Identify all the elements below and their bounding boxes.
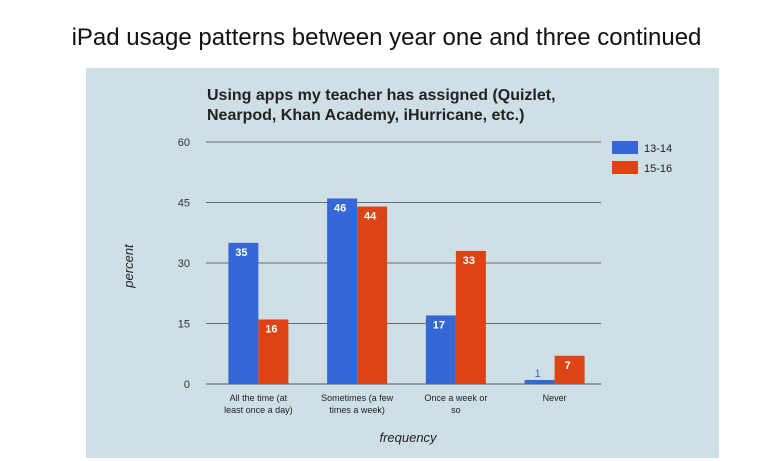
data-label-15-16-0: 16 [265,323,277,335]
data-label-13-14-3: 1 [535,368,541,380]
data-label-13-14-2: 17 [433,319,445,331]
y-tick-45: 45 [178,198,190,210]
bar-13-14-1 [327,198,358,384]
bar-15-16-3 [554,355,585,384]
x-tick-label-0-1: least once a day) [224,405,293,415]
y-tick-0: 0 [184,379,190,391]
data-label-13-14-1: 46 [334,202,346,214]
x-tick-label-1-0: Sometimes (a few [321,393,394,403]
x-tick-label-2-1: so [451,405,461,415]
chart-panel: Using apps my teacher has assigned (Quiz… [86,68,719,458]
y-axis-label: percent [121,243,136,289]
y-tick-15: 15 [178,319,190,331]
x-axis-label: frequency [379,430,438,445]
y-tick-60: 60 [178,137,190,149]
data-label-15-16-2: 33 [463,255,475,267]
bar-15-16-2 [455,250,486,384]
bar-15-16-1 [357,206,388,384]
bar-13-14-2 [425,315,456,384]
y-tick-30: 30 [178,258,190,270]
data-label-15-16-3: 7 [565,360,571,372]
data-label-13-14-0: 35 [235,247,247,259]
chart-title-line-1: Using apps my teacher has assigned (Quiz… [207,87,556,104]
x-tick-label-1-1: times a week) [329,405,385,415]
legend-label-13-14: 13-14 [644,143,672,155]
bar-15-16-0 [258,319,289,384]
slide-title: iPad usage patterns between year one and… [71,24,702,51]
x-tick-label-2-0: Once a week or [424,393,487,403]
chart-title-line-2: Nearpod, Khan Academy, iHurricane, etc.) [207,107,524,124]
legend-swatch-13-14 [612,141,638,154]
bar-chart: Using apps my teacher has assigned (Quiz… [121,87,672,445]
x-tick-label-3-0: Never [543,393,567,403]
legend-swatch-15-16 [612,161,638,174]
bar-13-14-3 [524,379,555,384]
data-label-15-16-1: 44 [364,211,377,223]
bar-13-14-0 [228,242,259,384]
legend-label-15-16: 15-16 [644,163,672,175]
x-tick-label-0-0: All the time (at [230,393,288,403]
